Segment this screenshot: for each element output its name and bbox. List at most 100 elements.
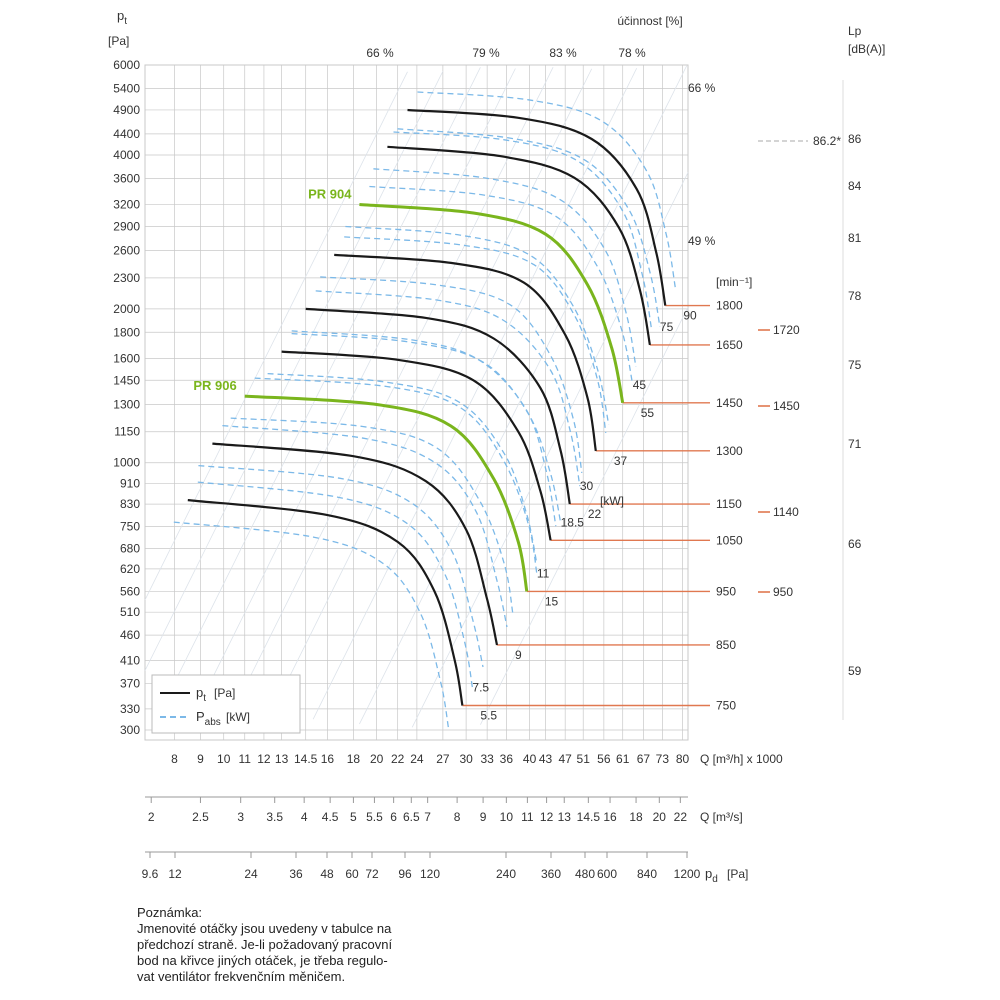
pt-tick-label: 680: [120, 541, 140, 555]
power-curve: [254, 377, 538, 574]
lp-extra-mark: 86.2*: [813, 134, 841, 148]
pd-tick-label: 240: [496, 867, 516, 881]
qs-tick-label: 12: [540, 810, 554, 824]
pd-tick-label: 12: [168, 867, 182, 881]
system-line: [411, 172, 689, 728]
pressure-curve: [359, 203, 625, 404]
pt-tick-label: 4900: [113, 103, 140, 117]
q-tick-label: 12: [257, 752, 271, 766]
q-tick-label: 73: [656, 752, 670, 766]
legend-box: [151, 674, 301, 734]
power-label: 45: [633, 378, 647, 392]
legend-label: pt: [196, 685, 206, 704]
q-tick-label: 13: [275, 752, 289, 766]
efficiency-title: účinnost [%]: [617, 14, 682, 28]
qs-tick-label: 8: [454, 810, 461, 824]
pd-tick-label: 600: [597, 867, 617, 881]
pt-tick-label: 1150: [114, 425, 140, 439]
power-curve: [369, 185, 634, 385]
power-label: 9: [515, 648, 522, 662]
pt-tick-label: 2900: [113, 219, 140, 233]
speed-label: 950: [716, 584, 736, 598]
pd-tick-label: 360: [541, 867, 561, 881]
q-tick-label: 20: [370, 752, 384, 766]
lp-tick-label: 75: [848, 358, 862, 372]
pt-tick-label: 330: [120, 702, 140, 716]
legend-unit: [Pa]: [214, 686, 235, 700]
pt-tick-label: 830: [120, 497, 140, 511]
note-line: bod na křivce jiných otáček, je třeba re…: [137, 953, 388, 968]
speed-label: 1150: [716, 497, 742, 511]
legend-unit: [kW]: [226, 710, 250, 724]
oblique-grid: [144, 65, 689, 731]
speed-label: 1050: [716, 533, 743, 547]
q-tick-label: 18: [347, 752, 361, 766]
q-tick-label: 24: [410, 752, 424, 766]
qs-tick-label: 13: [558, 810, 572, 824]
pt-axis-unit: [Pa]: [108, 34, 129, 48]
pressure-curve: [387, 145, 651, 346]
efficiency-label: 78 %: [618, 46, 646, 60]
qs-tick-label: 3: [237, 810, 244, 824]
qs-tick-label: 5.5: [366, 810, 383, 824]
pt-tick-label: 410: [120, 654, 140, 668]
pt-tick-label: 750: [120, 520, 140, 534]
power-label: 22: [588, 507, 602, 521]
power-curve: [267, 372, 538, 563]
system-line: [187, 68, 516, 728]
pt-tick-label: 5400: [113, 81, 140, 95]
system-line: [144, 71, 408, 601]
chart-labels: 3003303704104605105606206807508309101000…: [108, 8, 885, 885]
pt-tick-label: 1450: [113, 373, 140, 387]
pd-tick-label: 72: [365, 867, 379, 881]
speed-unit-label: [min⁻¹]: [716, 275, 752, 289]
efficiency-label: 49 %: [688, 234, 716, 248]
note: Poznámka: Jmenovité otáčky jsou uvedeny …: [137, 905, 437, 985]
pt-tick-label: 2300: [113, 271, 140, 285]
system-line: [223, 67, 554, 731]
speed-label: 1800: [716, 299, 743, 313]
power-curve: [417, 91, 676, 288]
pressure-curve: [212, 442, 499, 646]
qs-tick-label: 4.5: [322, 810, 339, 824]
speed-secondary-label: 950: [773, 585, 793, 599]
pd-axis-label: pd: [705, 866, 718, 885]
qs-tick-label: 5: [350, 810, 357, 824]
power-curve: [315, 290, 581, 487]
power-curve: [397, 128, 661, 328]
pt-tick-label: 4000: [113, 148, 140, 162]
qs-tick-label: 22: [674, 810, 688, 824]
pd-tick-label: 9.6: [142, 867, 159, 881]
note-line: Jmenovité otáčky jsou uvedeny v tabulce …: [137, 921, 392, 936]
pressure-curve: [187, 499, 464, 706]
q-tick-label: 30: [459, 752, 473, 766]
system-line: [159, 67, 481, 712]
power-label: 18.5: [561, 515, 585, 529]
power-curve: [198, 464, 484, 668]
qs-tick-label: 7: [424, 810, 431, 824]
note-title: Poznámka:: [137, 905, 203, 920]
q-tick-label: 14.5: [294, 752, 318, 766]
grid: [144, 64, 844, 858]
q-tick-label: 33: [480, 752, 494, 766]
system-line: [263, 68, 593, 729]
pt-tick-label: 910: [120, 477, 140, 491]
qs-tick-label: 2: [148, 810, 155, 824]
qs-tick-label: 6: [390, 810, 397, 824]
pd-tick-label: 120: [420, 867, 440, 881]
power-label: 11: [537, 566, 550, 580]
power-label: 30: [580, 479, 594, 493]
q-tick-label: 27: [436, 752, 450, 766]
power-label: 55: [641, 406, 655, 420]
legend: pt [Pa]Pabs [kW]: [151, 674, 301, 734]
plot-frame: [144, 64, 689, 741]
qs-tick-label: 6.5: [403, 810, 420, 824]
series-label: PR 906: [193, 378, 236, 393]
power-label: 75: [660, 320, 674, 334]
lp-axis-label: Lp: [848, 24, 862, 38]
pt-tick-label: 560: [120, 584, 140, 598]
power-label: 37: [614, 454, 628, 468]
power-curve: [344, 236, 607, 434]
pt-tick-label: 6000: [113, 58, 140, 72]
efficiency-label: 79 %: [472, 46, 500, 60]
